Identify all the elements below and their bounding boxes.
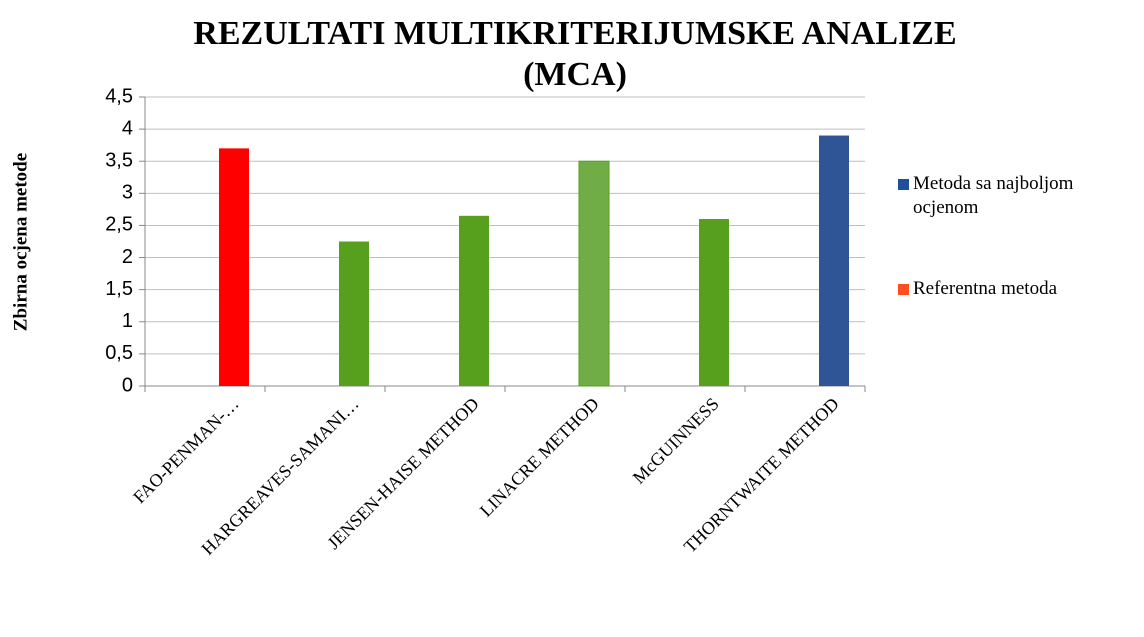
legend-label: Referentna metoda	[913, 278, 1058, 299]
y-tick-label: 0,5	[105, 342, 133, 364]
x-tick-label: FAO-PENMAN-…	[129, 394, 243, 508]
legend-entry: Referentna metoda	[898, 277, 1138, 301]
y-tick-label: 4	[122, 117, 133, 139]
legend-swatch	[898, 284, 909, 295]
chart-title: (MCA)	[523, 56, 627, 93]
bar	[578, 160, 610, 387]
bar	[339, 241, 369, 386]
y-axis-label: Zbirna ocjena metode	[10, 153, 31, 331]
bar	[819, 135, 849, 386]
x-tick-label: McGUINNESS	[629, 394, 723, 488]
y-tick-label: 3	[122, 182, 133, 204]
y-tick-label: 2,5	[105, 214, 133, 236]
bar	[699, 219, 729, 386]
legend-swatch	[898, 179, 909, 190]
bar	[219, 148, 249, 386]
y-tick-label: 0	[122, 374, 133, 396]
y-tick-label: 1	[122, 310, 133, 332]
chart-title: REZULTATI MULTIKRITERIJUMSKE ANALIZE	[193, 15, 956, 52]
legend-entry: Metoda sa najboljom ocjenom	[898, 172, 1138, 220]
x-tick-label: LINACRE METHOD	[476, 394, 603, 521]
legend-label: Metoda sa najboljom ocjenom	[913, 173, 1074, 218]
y-tick-label: 1,5	[105, 278, 133, 300]
bar	[459, 215, 489, 386]
y-tick-label: 4,5	[105, 85, 133, 107]
y-tick-label: 2	[122, 246, 133, 268]
y-tick-label: 3,5	[105, 150, 133, 172]
